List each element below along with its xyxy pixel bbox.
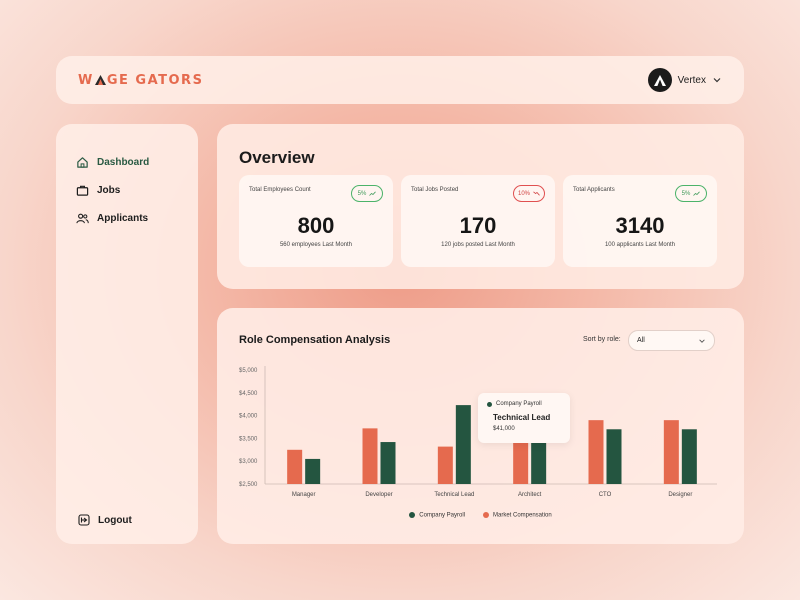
x-tick-label: Architect xyxy=(518,492,542,498)
sort-value: All xyxy=(637,337,645,344)
logout-icon xyxy=(78,514,90,526)
y-tick-label: $4,500 xyxy=(239,391,258,397)
y-tick-label: $4,000 xyxy=(239,414,258,420)
x-tick-label: Designer xyxy=(668,492,692,498)
avatar xyxy=(647,68,672,92)
x-tick-label: CTO xyxy=(599,492,612,498)
tooltip-series-name: Company Payroll xyxy=(496,401,542,407)
trend-down-icon xyxy=(533,191,540,196)
x-tick-label: Technical Lead xyxy=(434,492,474,498)
stat-label: Total Jobs Posted xyxy=(411,187,459,193)
y-tick-label: $3,000 xyxy=(239,459,258,465)
stat-subtext: 120 jobs posted Last Month xyxy=(441,242,515,248)
trend-percent: 5% xyxy=(357,190,367,197)
legend-item-company-payroll[interactable]: Company Payroll xyxy=(409,512,465,519)
bar-market-compensation xyxy=(663,420,679,484)
y-tick-label: $3,500 xyxy=(239,436,258,442)
vertex-logo-icon xyxy=(653,74,666,86)
stat-value: 3140 xyxy=(615,213,665,238)
tooltip-role: Technical Lead xyxy=(493,413,551,422)
legend-item-market-compensation[interactable]: Market Compensation xyxy=(482,512,552,519)
bar-company-payroll xyxy=(681,429,697,484)
x-tick-label: Developer xyxy=(365,492,392,498)
sort-label: Sort by role: xyxy=(583,336,621,343)
sidebar-item-label: Jobs xyxy=(97,184,121,196)
stat-card-applicants[interactable]: Total Applicants 5% 3140 100 applicants … xyxy=(563,175,717,267)
tooltip-series: Company Payroll xyxy=(487,401,561,407)
users-icon xyxy=(76,213,89,223)
sidebar-item-label: Applicants xyxy=(97,212,149,224)
trend-up-icon xyxy=(693,191,701,196)
account-name: Vertex xyxy=(677,74,706,86)
stat-subtext: 100 applicants Last Month xyxy=(604,242,676,248)
chevron-down-icon xyxy=(699,338,705,343)
tooltip-value: $41,000 xyxy=(493,426,515,432)
x-tick-label: Manager xyxy=(292,492,316,498)
bar-market-compensation xyxy=(437,446,453,484)
compensation-panel: $5,000 $4,500 $4,000 $3,500 $3,000 $2,500 Mana… xyxy=(217,308,744,544)
trend-percent: 5% xyxy=(681,190,691,197)
role-sort-select[interactable]: All xyxy=(628,330,715,351)
stat-value: 800 xyxy=(297,213,335,238)
bar-company-payroll xyxy=(531,442,547,484)
page-title: Overview xyxy=(239,148,315,167)
sidebar-item-applicants[interactable]: Applicants xyxy=(76,204,178,232)
bar-company-payroll xyxy=(380,442,396,484)
bar-company-payroll xyxy=(305,458,321,484)
sidebar: Dashboard Jobs Applicants Logout xyxy=(56,124,198,544)
app-logo[interactable]: W GE GATORS xyxy=(78,73,203,88)
bar-market-compensation xyxy=(287,449,303,484)
logo-text-start: W xyxy=(78,72,94,88)
logout-button[interactable]: Logout xyxy=(78,514,132,526)
legend-dot-icon xyxy=(482,512,489,518)
stat-value: 170 xyxy=(459,213,497,238)
top-bar: W GE GATORS Vertex xyxy=(56,56,744,104)
stat-subtext: 560 employees Last Month xyxy=(279,242,353,248)
account-menu[interactable]: Vertex xyxy=(647,68,722,92)
legend-label: Market Compensation xyxy=(492,512,552,519)
y-tick-label: $5,000 xyxy=(239,368,258,374)
stat-label: Total Applicants xyxy=(573,187,615,193)
logout-label: Logout xyxy=(98,514,132,526)
home-icon xyxy=(77,156,88,168)
briefcase-icon xyxy=(76,185,89,196)
series-dot-icon xyxy=(487,401,492,407)
trend-up-icon xyxy=(369,191,377,196)
legend-dot-icon xyxy=(409,512,416,518)
compensation-chart: $5,000 $4,500 $4,000 $3,500 $3,000 $2,500 Mana… xyxy=(239,366,717,498)
stat-card-jobs[interactable]: Total Jobs Posted 10% 170 120 jobs poste… xyxy=(401,175,555,267)
chart-title: Role Compensation Analysis xyxy=(239,334,391,346)
bar-market-compensation xyxy=(362,428,378,484)
stat-card-employees[interactable]: Total Employees Count 5% 800 560 employe… xyxy=(239,175,393,267)
bar-company-payroll xyxy=(606,429,622,484)
sidebar-item-jobs[interactable]: Jobs xyxy=(76,176,178,204)
chart-legend: Company Payroll Market Compensation xyxy=(217,512,744,519)
sidebar-item-dashboard[interactable]: Dashboard xyxy=(76,148,178,176)
chart-tooltip: Company Payroll Technical Lead $41,000 xyxy=(478,393,570,443)
y-tick-label: $2,500 xyxy=(239,482,258,488)
trend-badge: 10% xyxy=(513,185,545,202)
logo-text-end: GE GATORS xyxy=(106,72,204,88)
bar-market-compensation xyxy=(588,420,604,484)
stat-label: Total Employees Count xyxy=(249,187,311,193)
sidebar-item-label: Dashboard xyxy=(97,156,150,168)
trend-badge: 5% xyxy=(351,185,383,202)
overview-panel: Overview Total Employees Count 5% 800 56… xyxy=(217,124,744,289)
logo-triangle-icon xyxy=(94,75,106,85)
trend-percent: 10% xyxy=(517,190,530,197)
bar-company-payroll xyxy=(455,405,471,484)
chevron-down-icon xyxy=(713,78,721,83)
legend-label: Company Payroll xyxy=(419,512,465,519)
trend-badge: 5% xyxy=(675,185,707,202)
stat-cards: Total Employees Count 5% 800 560 employe… xyxy=(239,175,717,267)
